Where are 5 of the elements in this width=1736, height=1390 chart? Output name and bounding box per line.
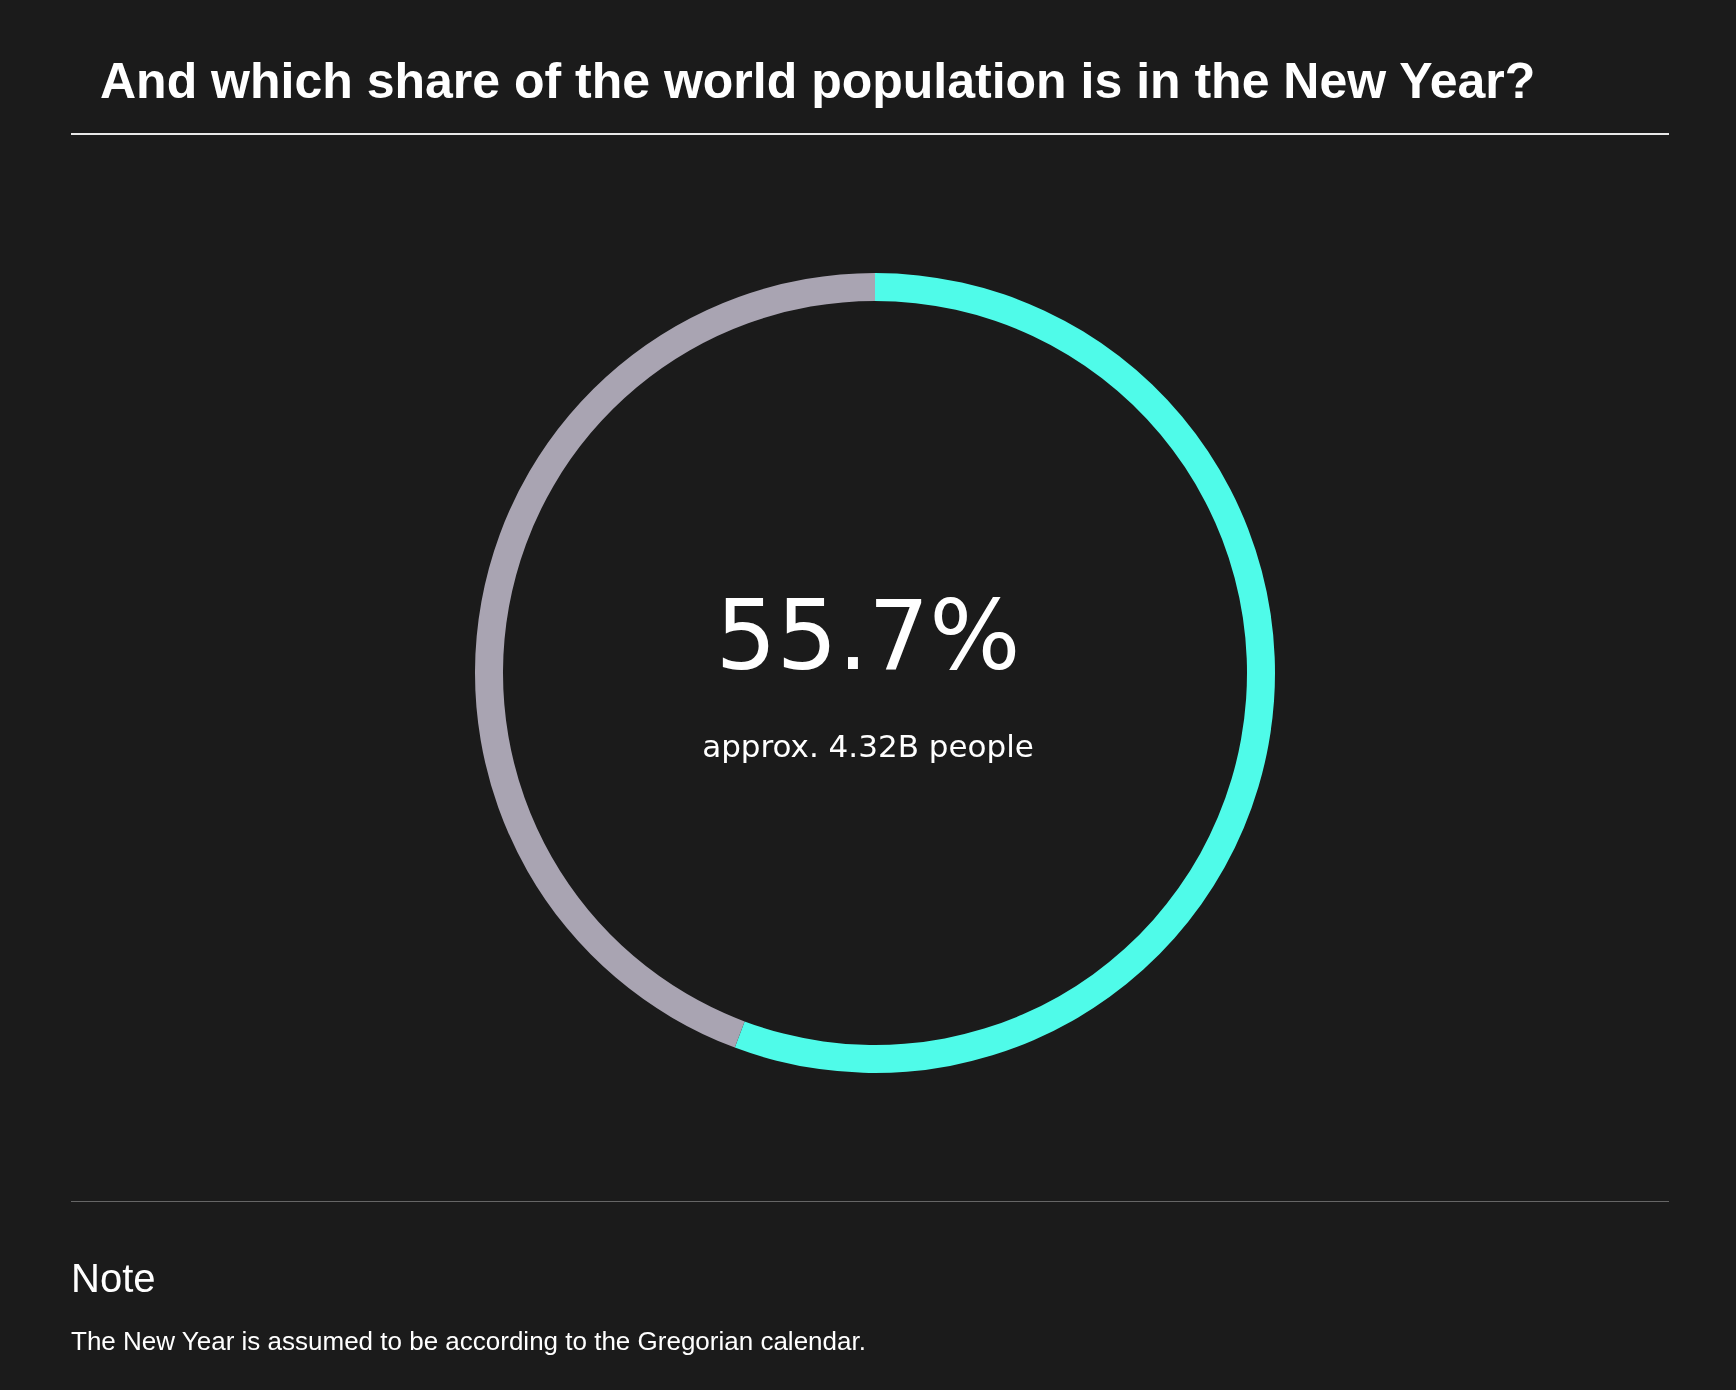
text: 55.7% [714, 580, 1022, 692]
text: Note [71, 1256, 156, 1301]
chart-title: And which share of the world population is in the New Year? [100, 52, 1536, 110]
text: The New Year is assumed to be according to the Gregorian calendar. [71, 1326, 866, 1357]
text: approx. 4.32B people [701, 728, 1035, 764]
